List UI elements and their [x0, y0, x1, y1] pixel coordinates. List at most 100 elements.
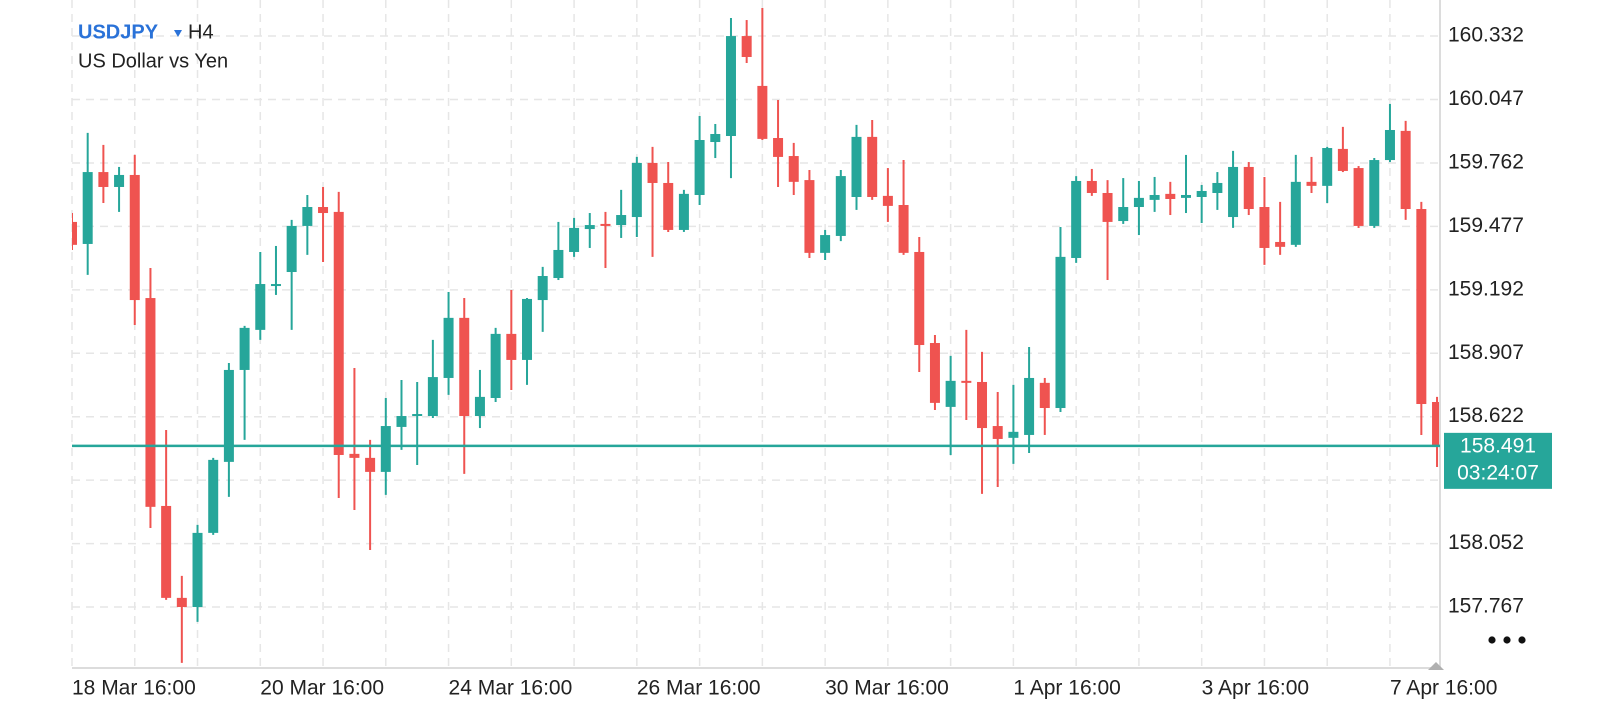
candle-body — [882, 195, 893, 206]
menu-dot — [1518, 636, 1526, 644]
candle-body — [365, 457, 376, 472]
candle-body — [1432, 402, 1440, 446]
candle-body — [98, 172, 109, 187]
candle-body — [129, 174, 140, 301]
y-tick-label: 158.907 — [1448, 341, 1524, 364]
y-tick-label: 158.052 — [1448, 531, 1524, 554]
candle-body — [1024, 377, 1035, 435]
candle-body — [192, 532, 203, 608]
candle-body — [992, 426, 1003, 439]
y-tick-label: 159.477 — [1448, 214, 1524, 237]
candle-body — [223, 369, 234, 462]
candle-body — [804, 180, 815, 253]
y-tick-label: 160.047 — [1448, 87, 1524, 110]
candle-body — [773, 138, 784, 157]
y-tick-label: 160.332 — [1448, 24, 1524, 47]
x-tick-label: 1 Apr 16:00 — [1013, 677, 1120, 700]
candle-body — [490, 333, 501, 398]
candle-body — [474, 396, 485, 417]
candle-body — [694, 140, 705, 195]
overlay: 158.491 03:24:07 — [72, 432, 1552, 489]
candle-body — [851, 136, 862, 197]
candle-body — [255, 284, 266, 330]
candle-body — [788, 156, 799, 182]
candle-body — [1275, 241, 1286, 247]
candle-body — [1322, 148, 1333, 186]
candle-body — [961, 380, 972, 383]
candle-body — [1086, 180, 1097, 193]
candle-body — [380, 426, 391, 472]
y-tick-label: 157.767 — [1448, 595, 1524, 618]
candle-body — [239, 327, 250, 370]
candle-body — [1353, 168, 1364, 226]
menu-dot — [1503, 636, 1511, 644]
candle-body — [710, 134, 721, 143]
candle-body — [1133, 197, 1144, 208]
candle-body — [286, 225, 297, 273]
candle-body — [1337, 148, 1348, 171]
candle-body — [678, 193, 689, 230]
candle-body — [929, 343, 940, 403]
candle-body — [1400, 130, 1411, 210]
candle-body — [820, 235, 831, 253]
instrument-title: US Dollar vs Yen — [78, 50, 228, 72]
candle-body — [1071, 180, 1082, 258]
scroll-handle[interactable] — [1428, 662, 1444, 670]
candle-body — [412, 414, 423, 417]
candle-body — [741, 36, 752, 57]
candle-body — [1416, 209, 1427, 405]
candle-body — [333, 211, 344, 455]
candle-body — [459, 317, 470, 417]
candle-body — [1212, 182, 1223, 193]
more-menu[interactable] — [1488, 636, 1526, 644]
candle-body — [537, 276, 548, 301]
candle-body — [663, 182, 674, 230]
candle-body — [1055, 256, 1066, 409]
candle-body — [914, 251, 925, 346]
x-tick-label: 18 Mar 16:00 — [72, 677, 196, 700]
candle-body — [1149, 194, 1160, 200]
symbol[interactable]: USDJPY — [78, 21, 159, 43]
candle-body — [1039, 382, 1050, 409]
candle-body — [757, 85, 768, 139]
candle-body — [1259, 207, 1270, 248]
candle-body — [1306, 181, 1317, 186]
candle-body — [600, 223, 611, 226]
candle-body — [1369, 160, 1380, 226]
candle-body — [1290, 181, 1301, 245]
x-tick-label: 20 Mar 16:00 — [260, 677, 384, 700]
candle-body — [1118, 207, 1129, 222]
y-tick-label: 159.762 — [1448, 150, 1524, 173]
candle-body — [977, 381, 988, 429]
candle-body — [569, 227, 580, 252]
candle-body — [349, 453, 360, 458]
timeframe[interactable]: H4 — [188, 21, 214, 43]
candle-body — [867, 136, 878, 197]
candle-body — [1384, 129, 1395, 161]
candle-body — [1102, 192, 1113, 222]
countdown: 03:24:07 — [1457, 461, 1539, 484]
x-tick-label: 7 Apr 16:00 — [1390, 677, 1497, 700]
candle-body — [114, 174, 125, 187]
y-tick-label: 158.622 — [1448, 404, 1524, 427]
y-tick-label: 159.192 — [1448, 277, 1524, 300]
candle-body — [396, 416, 407, 427]
x-tick-label: 30 Mar 16:00 — [825, 677, 949, 700]
candle-body — [145, 298, 156, 507]
candle-body — [443, 317, 454, 378]
symbol-dropdown-icon[interactable] — [174, 30, 182, 37]
candle-body — [835, 176, 846, 236]
candle-body — [270, 284, 281, 287]
x-tick-label: 26 Mar 16:00 — [637, 677, 761, 700]
candle-body — [1228, 166, 1239, 218]
candle-body — [1008, 431, 1019, 438]
last-price-label: 158.491 — [1460, 434, 1536, 457]
candle-body — [898, 205, 909, 253]
candle-body — [522, 298, 533, 360]
candle-body — [72, 221, 77, 245]
candle-body — [302, 207, 313, 226]
x-tick-label: 24 Mar 16:00 — [449, 677, 573, 700]
